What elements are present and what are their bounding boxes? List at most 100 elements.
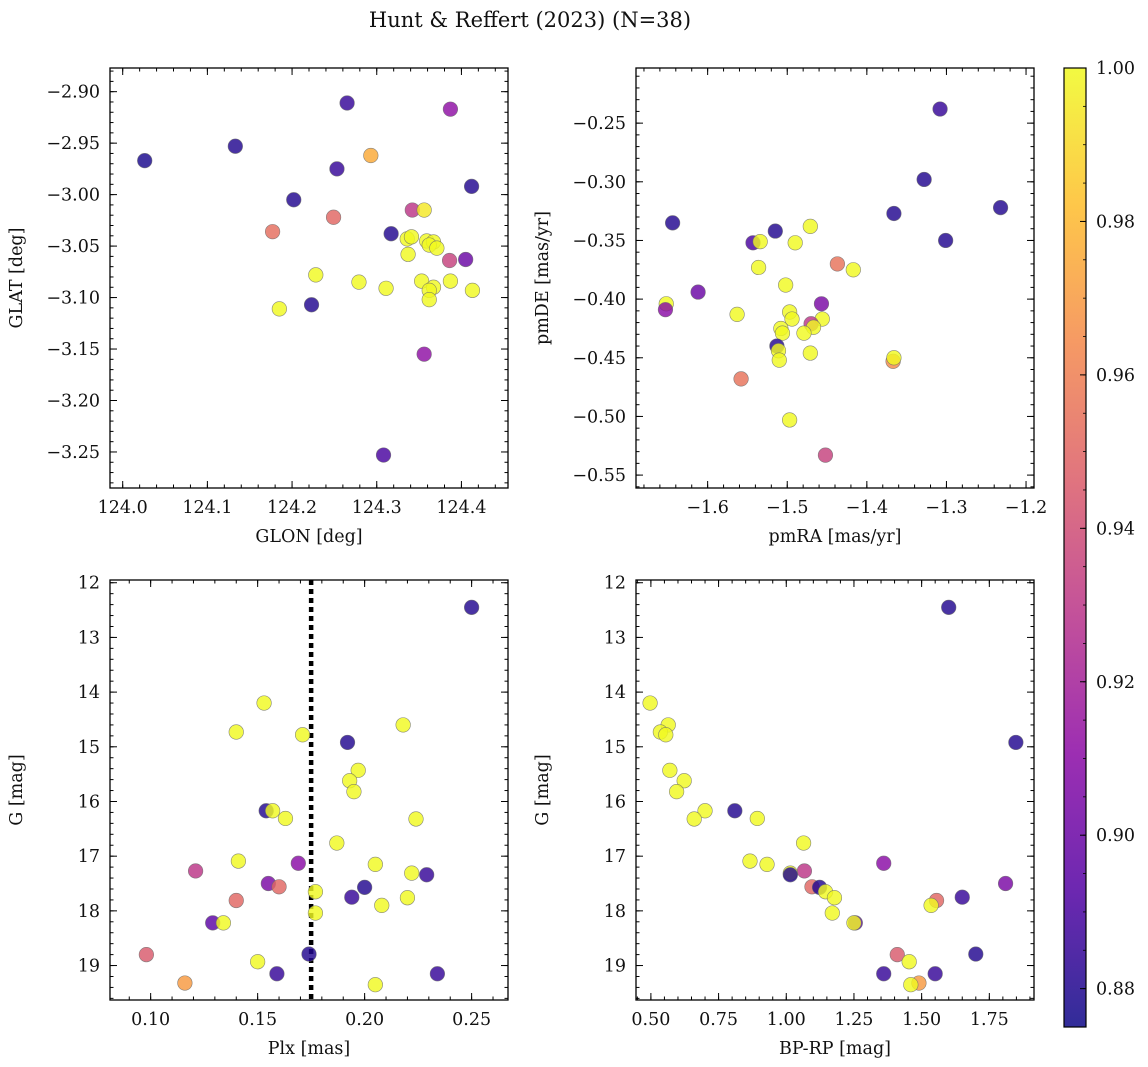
scatter-point [227, 138, 243, 154]
x-tick-label: 0.10 [131, 1010, 170, 1030]
scatter-point [846, 915, 862, 931]
scatter-point [733, 371, 749, 387]
scatter-point [215, 915, 232, 931]
scatter-point [416, 346, 432, 362]
scatter-point [421, 292, 437, 308]
panel-bprp-g: 0.50 0.75 1.00 1.25 1.50 1.75 12 13 14 15 16 17 18 19… [533, 574, 1035, 1059]
y-tick-label: 15 [78, 738, 100, 758]
scatter-point [277, 810, 294, 827]
x-tick-label: −1.2 [1005, 498, 1048, 518]
scatter-point [886, 350, 902, 366]
scatter-point [697, 803, 713, 819]
scatter-point [339, 734, 356, 751]
scatter-point [829, 256, 845, 272]
y-tick-label: 12 [78, 574, 100, 594]
scatter-point [269, 966, 285, 982]
scatter-point [916, 171, 932, 188]
scatter-point [796, 863, 813, 879]
scatter-point [968, 946, 984, 962]
x-axis-label: pmRA [mas/yr] [769, 527, 902, 547]
scatter-point [395, 717, 411, 733]
scatter-point [271, 301, 287, 317]
scatter-point [378, 280, 394, 296]
scatter-point [824, 905, 840, 921]
x-tick-label: 1.75 [970, 1010, 1009, 1030]
scatter-point [903, 977, 919, 993]
scatter-point [137, 153, 153, 169]
scatter-point [138, 947, 154, 963]
y-tick-label: 13 [78, 628, 100, 648]
x-tick-label: 0.20 [345, 1010, 384, 1030]
x-tick-label: −1.5 [766, 498, 809, 518]
x-tick-label: 124.0 [98, 498, 148, 518]
panel-glon-glat: 124.0 124.1 124.2 124.3 124.4 −3.25 −3.20 −3.15… [7, 67, 509, 547]
scatter-point [750, 259, 767, 276]
y-tick-label: 15 [604, 738, 626, 758]
scatter-point [264, 224, 281, 240]
scatter-point [802, 218, 818, 234]
scatter-point [375, 447, 392, 463]
scatter-point [690, 284, 706, 300]
scatter-point [889, 947, 905, 963]
scatter-point [403, 229, 420, 245]
scatter-point [795, 835, 812, 851]
y-tick-label: −0.40 [572, 290, 626, 310]
y-tick-label: 16 [604, 792, 626, 812]
panel-plx-g: 0.10 0.15 0.20 0.25 12 13 14 15 16 17 18 19 Plx [mas… [7, 574, 509, 1059]
scatter-point [265, 803, 281, 819]
colorbar-tick-label: 0.88 [1096, 980, 1135, 1000]
ticks [110, 68, 508, 488]
y-tick-label: −3.00 [46, 186, 100, 206]
colorbar: 0.88 0.90 0.92 0.94 0.96 0.98 1.00 [1063, 59, 1135, 1028]
scatter-point [463, 178, 480, 194]
scatter-point [325, 209, 342, 225]
y-axis-label: G [mag] [7, 754, 27, 825]
scatter-point [416, 202, 432, 218]
scatter-point [307, 905, 324, 921]
scatter-point [729, 306, 745, 322]
y-tick-label: 17 [78, 847, 100, 867]
scatter-point [657, 302, 674, 318]
scatter-point [742, 853, 758, 869]
scatter-point [383, 226, 399, 242]
scatter-point [290, 855, 306, 871]
scatter-point [767, 223, 783, 239]
x-tick-label: 1.25 [834, 1010, 873, 1030]
scatter-point [464, 599, 480, 615]
y-axis-label: G [mag] [533, 754, 553, 825]
scatter-point [250, 954, 266, 970]
scatter-point [357, 879, 373, 895]
scatter-point [351, 274, 367, 290]
scatter-point [927, 966, 943, 982]
scatter-point [230, 853, 246, 869]
scatter-point [346, 784, 362, 800]
y-tick-label: 13 [604, 628, 626, 648]
scatter-point [774, 325, 791, 341]
ticks [110, 580, 508, 1000]
scatter-point [727, 803, 743, 819]
scatter-point [752, 234, 768, 250]
colorbar-tick-label: 0.98 [1096, 212, 1135, 232]
y-tick-label: 14 [78, 683, 100, 703]
scatter-point [228, 724, 244, 740]
x-tick-label: 1.00 [767, 1010, 806, 1030]
y-axis-label: GLAT [deg] [7, 228, 27, 329]
scatter-point [1008, 734, 1024, 751]
scatter-points [657, 101, 1009, 463]
scatter-point [344, 889, 360, 905]
scatter-point [992, 200, 1009, 216]
scatter-points [642, 599, 1024, 993]
panel-pmra-pmde: −1.6 −1.5 −1.4 −1.3 −1.2 −0.55 −0.50 −0.45 −0.40… [533, 67, 1048, 547]
y-tick-label: 14 [604, 683, 626, 703]
scatter-point [307, 884, 324, 900]
scatter-point [374, 897, 390, 913]
colorbar-tick-label: 1.00 [1096, 59, 1135, 79]
scatter-point [408, 811, 424, 827]
scatter-point [923, 897, 939, 913]
axes-frame [635, 67, 1035, 489]
y-tick-label: −3.20 [46, 392, 100, 412]
x-tick-label: 1.50 [902, 1010, 941, 1030]
scatter-point [228, 892, 244, 909]
colorbar-tick-label: 0.92 [1096, 673, 1135, 693]
